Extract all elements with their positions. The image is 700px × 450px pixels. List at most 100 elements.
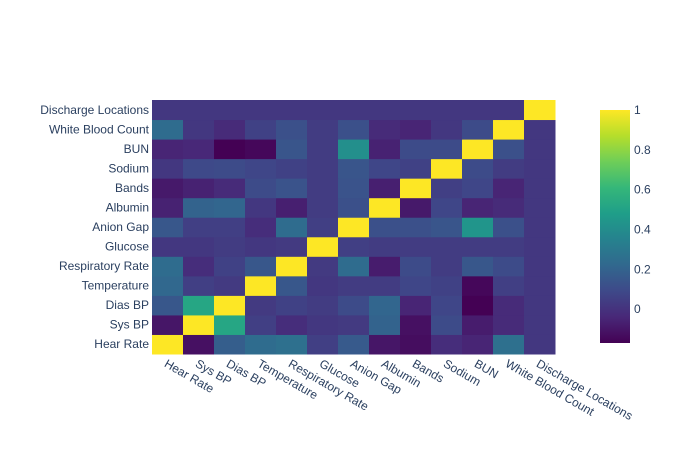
- heatmap-cell-7-7: [369, 197, 401, 218]
- heatmap-cell-12-6: [338, 100, 370, 121]
- y-tick-label: Discharge Locations: [40, 103, 149, 117]
- heatmap-cell-8-1: [183, 178, 215, 199]
- heatmap-cell-11-2: [214, 119, 246, 140]
- heatmap-cell-12-1: [183, 100, 215, 121]
- heatmap-cell-10-2: [214, 139, 246, 160]
- heatmap-cell-11-7: [369, 119, 401, 140]
- heatmap-cell-1-5: [307, 314, 339, 335]
- colorbar-tick-label: 0.6: [634, 183, 651, 197]
- heatmap-cell-7-8: [400, 197, 432, 218]
- heatmap-cell-3-8: [400, 275, 432, 296]
- heatmap-cell-0-8: [400, 334, 432, 355]
- y-tick-label: Respiratory Rate: [59, 259, 149, 273]
- heatmap-cell-0-0: [152, 334, 184, 355]
- heatmap-cell-0-1: [183, 334, 215, 355]
- heatmap-cell-7-3: [245, 197, 277, 218]
- heatmap-cell-6-6: [338, 217, 370, 238]
- heatmap-cell-12-8: [400, 100, 432, 121]
- heatmap-cell-4-2: [214, 256, 246, 277]
- heatmap-cell-9-5: [307, 158, 339, 179]
- heatmap-cell-9-6: [338, 158, 370, 179]
- heatmap-cell-12-5: [307, 100, 339, 121]
- heatmap-cell-3-10: [462, 275, 494, 296]
- heatmap-cell-6-10: [462, 217, 494, 238]
- heatmap-cell-10-3: [245, 139, 277, 160]
- heatmap-cell-12-10: [462, 100, 494, 121]
- heatmap-cell-4-4: [276, 256, 308, 277]
- heatmap-cell-11-1: [183, 119, 215, 140]
- colorbar-tick-label: 1: [634, 103, 641, 117]
- heatmap-cell-3-3: [245, 275, 277, 296]
- heatmap-cell-3-1: [183, 275, 215, 296]
- heatmap-cell-7-11: [493, 197, 525, 218]
- heatmap-cell-4-12: [524, 256, 556, 277]
- heatmap-cell-8-8: [400, 178, 432, 199]
- heatmap-cell-6-9: [431, 217, 463, 238]
- heatmap-cell-3-6: [338, 275, 370, 296]
- heatmap-cell-4-3: [245, 256, 277, 277]
- heatmap-cell-1-8: [400, 314, 432, 335]
- heatmap-cell-5-6: [338, 236, 370, 257]
- heatmap-cell-4-7: [369, 256, 401, 277]
- heatmap-cell-4-8: [400, 256, 432, 277]
- heatmap-cell-0-4: [276, 334, 308, 355]
- heatmap-cell-8-12: [524, 178, 556, 199]
- heatmap-cell-3-5: [307, 275, 339, 296]
- heatmap-cell-10-5: [307, 139, 339, 160]
- heatmap-cell-8-11: [493, 178, 525, 199]
- heatmap-cell-8-9: [431, 178, 463, 199]
- heatmap-cell-10-4: [276, 139, 308, 160]
- heatmap-cell-5-4: [276, 236, 308, 257]
- heatmap-cell-0-3: [245, 334, 277, 355]
- heatmap-cell-12-0: [152, 100, 184, 121]
- heatmap-cell-12-3: [245, 100, 277, 121]
- heatmap-cell-11-12: [524, 119, 556, 140]
- heatmap-cell-2-1: [183, 295, 215, 316]
- heatmap-cell-9-11: [493, 158, 525, 179]
- heatmap-cell-7-4: [276, 197, 308, 218]
- heatmap-cell-8-4: [276, 178, 308, 199]
- heatmap-cell-5-9: [431, 236, 463, 257]
- y-tick-label: BUN: [124, 142, 149, 156]
- y-tick-label: Anion Gap: [92, 220, 149, 234]
- heatmap-cell-5-7: [369, 236, 401, 257]
- heatmap-cell-0-10: [462, 334, 494, 355]
- heatmap-cell-12-4: [276, 100, 308, 121]
- heatmap-cell-7-0: [152, 197, 184, 218]
- heatmap-cell-8-7: [369, 178, 401, 199]
- y-tick-label: Glucose: [105, 240, 149, 254]
- heatmap-cell-3-7: [369, 275, 401, 296]
- heatmap-cell-1-12: [524, 314, 556, 335]
- heatmap-cell-7-9: [431, 197, 463, 218]
- heatmap-cell-5-1: [183, 236, 215, 257]
- heatmap-cell-12-7: [369, 100, 401, 121]
- heatmap-cell-10-11: [493, 139, 525, 160]
- y-tick-label: Sodium: [108, 161, 149, 175]
- heatmap-cell-9-2: [214, 158, 246, 179]
- y-tick-label: Bands: [115, 181, 149, 195]
- heatmap-cell-7-6: [338, 197, 370, 218]
- heatmap-cell-0-5: [307, 334, 339, 355]
- heatmap-cell-1-3: [245, 314, 277, 335]
- heatmap-cell-11-4: [276, 119, 308, 140]
- heatmap-cell-7-1: [183, 197, 215, 218]
- heatmap-cell-10-8: [400, 139, 432, 160]
- heatmap-cell-11-9: [431, 119, 463, 140]
- heatmap-cell-5-0: [152, 236, 184, 257]
- heatmap-cell-5-3: [245, 236, 277, 257]
- heatmap-cell-1-1: [183, 314, 215, 335]
- heatmap-cell-2-4: [276, 295, 308, 316]
- y-axis-labels: Hear Rate Sys BP Dias BP Temperature Respira…: [40, 103, 149, 351]
- heatmap-cell-11-8: [400, 119, 432, 140]
- heatmap-cells: [152, 100, 556, 355]
- heatmap-cell-8-10: [462, 178, 494, 199]
- heatmap-cell-8-2: [214, 178, 246, 199]
- heatmap-cell-7-5: [307, 197, 339, 218]
- heatmap-cell-0-11: [493, 334, 525, 355]
- heatmap-cell-5-10: [462, 236, 494, 257]
- heatmap-cell-1-4: [276, 314, 308, 335]
- heatmap-cell-5-8: [400, 236, 432, 257]
- heatmap-cell-9-12: [524, 158, 556, 179]
- heatmap-cell-2-5: [307, 295, 339, 316]
- heatmap-cell-3-2: [214, 275, 246, 296]
